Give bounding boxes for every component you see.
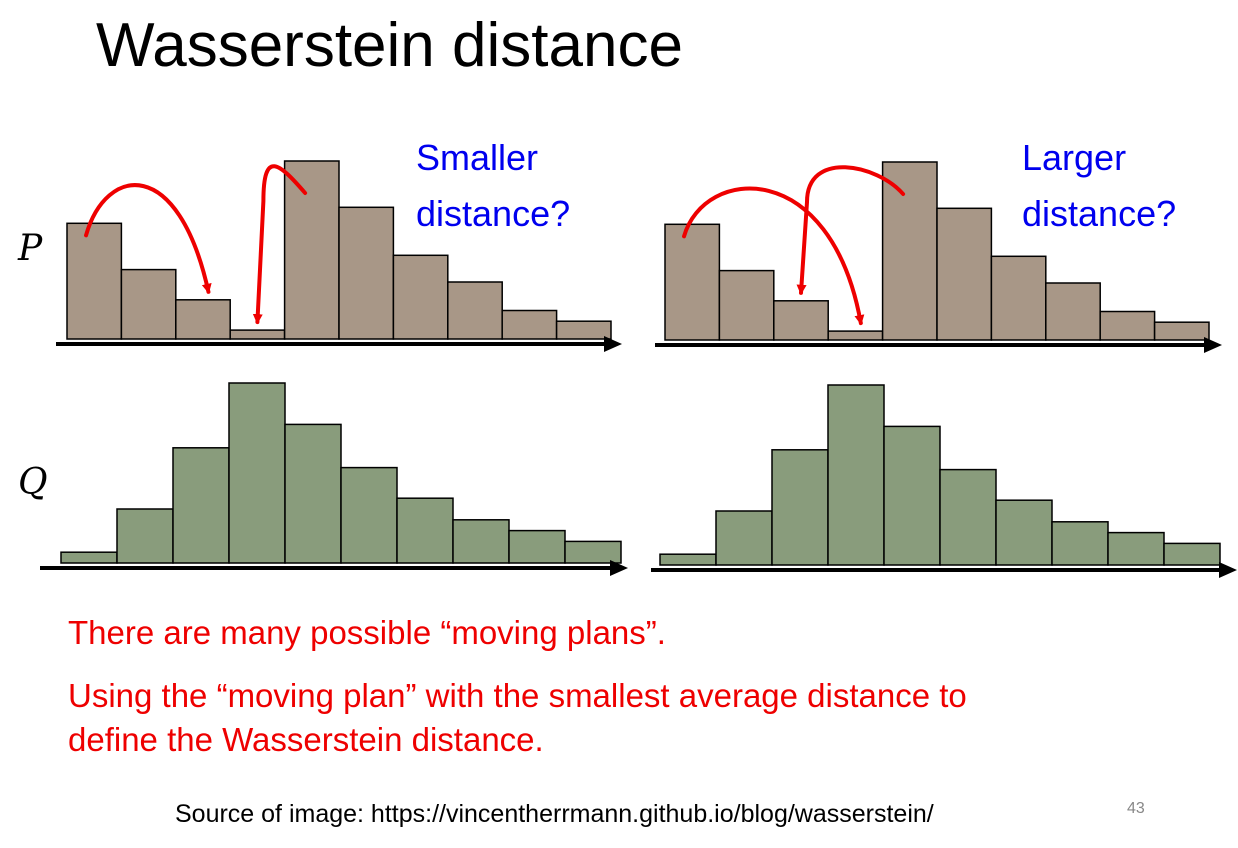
note-moving-plans: There are many possible “moving plans”. <box>68 614 666 651</box>
panel1-q-bar <box>396 497 454 564</box>
panel1-p-bar <box>283 160 340 340</box>
image-source-citation: Source of image: https://vincentherrmann… <box>175 800 934 828</box>
panel2-q-bar <box>827 384 885 566</box>
panel1-q-bar <box>564 540 622 564</box>
panel1-q-bar <box>508 529 566 564</box>
panel1-q-bar <box>340 466 398 564</box>
panel1-p-axis-arrowhead <box>604 336 622 352</box>
panel2-p-bar <box>1153 321 1210 341</box>
panel2-p-bar <box>1099 310 1156 341</box>
panel2-p-bar <box>664 223 721 341</box>
panel1-p-bar <box>392 254 449 340</box>
panel2-q-bar <box>883 425 941 566</box>
panel1-q-bar <box>284 423 342 564</box>
panel1-p-bar <box>175 299 231 340</box>
panel2-q-bar <box>1107 531 1165 566</box>
panel2-q-axis-arrowhead <box>1219 562 1237 578</box>
panel1-move-arrow <box>84 183 212 294</box>
distribution-q-label: Q <box>18 462 48 503</box>
caption-line: distance? <box>1022 193 1177 234</box>
panel2-q-bar <box>995 499 1053 566</box>
caption-smaller-distance: Smaller distance? <box>416 130 570 242</box>
panel2-q-bar <box>771 449 829 566</box>
panel1-p-bar <box>555 320 612 340</box>
panel1-q-bar <box>116 508 174 564</box>
panel1-move-arrow <box>252 164 308 325</box>
panel1-p-bar <box>229 329 286 340</box>
panel1-p-bar <box>120 268 177 340</box>
note-definition-line1: Using the “moving plan” with the smalles… <box>68 677 967 714</box>
panel1-q-bar <box>172 447 230 564</box>
panel2-q-bar <box>939 468 997 566</box>
panel2-move-arrow <box>682 186 865 326</box>
panel2-p-bar <box>881 161 938 341</box>
caption-line: distance? <box>416 193 571 234</box>
panel2-p-bar <box>718 269 775 341</box>
panel1-q-axis-arrowhead <box>610 560 628 576</box>
panel1-p-bar <box>66 222 123 340</box>
page-title: Wasserstein distance <box>96 11 683 80</box>
panel2-q-bar <box>659 553 717 566</box>
panel1-q-bar <box>452 519 510 564</box>
panel1-q-bar <box>228 382 286 564</box>
panel1-p-bar <box>501 309 558 340</box>
page-number: 43 <box>1127 800 1145 817</box>
caption-line: Smaller <box>416 137 539 178</box>
panel2-p-bar <box>990 255 1047 341</box>
panel2-q-bar <box>1163 542 1221 566</box>
panel2-q-bar <box>715 510 773 566</box>
note-definition-line2: define the Wasserstein distance. <box>68 721 544 758</box>
panel2-p-bar <box>1045 282 1101 341</box>
distribution-p-label: P <box>18 228 43 269</box>
panel2-q-bar <box>1051 521 1109 566</box>
panel2-p-axis-arrowhead <box>1204 337 1222 353</box>
panel2-p-bar <box>936 207 993 341</box>
panel1-q-bar <box>60 551 118 564</box>
panel1-p-bar <box>447 281 503 340</box>
panel2-move-arrow <box>796 165 906 295</box>
panel2-p-bar <box>773 300 829 341</box>
caption-larger-distance: Larger distance? <box>1022 130 1176 242</box>
caption-line: Larger <box>1022 137 1127 178</box>
panel1-p-bar <box>338 206 395 340</box>
panel2-p-bar <box>827 330 884 341</box>
